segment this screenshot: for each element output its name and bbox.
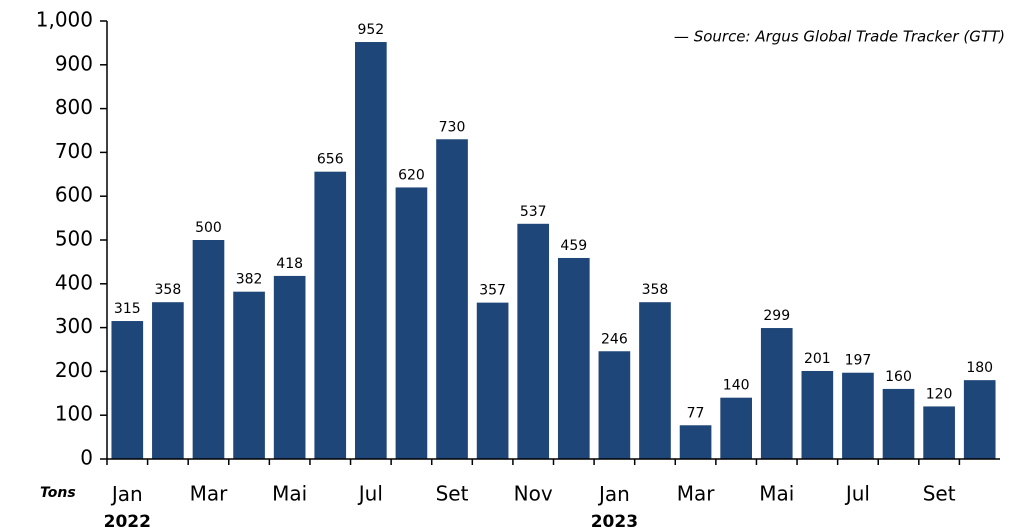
data-label: 500 [195,220,222,236]
data-label: 197 [845,353,872,369]
x-tick-label: Jan 2022 [104,482,151,532]
data-label: 358 [642,282,669,298]
bar [273,275,306,459]
data-label: 180 [966,360,993,376]
data-label: 77 [687,405,705,421]
data-label: 459 [560,238,587,254]
bar [923,406,955,459]
y-tick-label: 700 [55,139,93,163]
x-tick-label: Jan 2023 [591,482,638,532]
data-label: 357 [479,283,506,299]
bar [842,372,874,459]
data-label: 246 [601,331,628,347]
y-tick-label: 600 [55,183,93,207]
y-tick-label: 1,000 [36,8,93,32]
y-tick-label: 0 [80,446,93,470]
bar [233,291,265,459]
bar [314,171,347,459]
data-label: 537 [520,204,547,220]
data-label: 418 [276,256,303,272]
y-tick-label: 400 [55,270,93,294]
bar [801,370,834,459]
bar [395,187,428,459]
bar [882,388,915,459]
x-tick-label: Mai [272,482,307,506]
y-tick-label: 300 [55,314,93,338]
y-axis-label: Tons [40,485,76,501]
x-tick-label: Jul [357,482,383,506]
bar [760,328,793,459]
data-label: 382 [236,272,263,288]
y-tick-label: 100 [55,402,93,426]
data-label: 299 [763,308,790,324]
data-label: 730 [439,119,466,135]
bar [720,397,752,459]
bar [639,302,671,459]
data-label: 120 [926,386,953,402]
y-tick-label: 900 [55,51,93,75]
data-label: 315 [114,301,141,317]
bar [192,240,225,459]
x-tick-label: Mar [677,482,716,506]
y-tick-label: 200 [55,358,93,382]
bar [355,42,387,460]
data-label: 160 [885,369,912,385]
data-label: 620 [398,167,425,183]
bar [152,302,184,459]
y-tick-label: 500 [55,227,93,251]
data-label: 656 [317,152,344,168]
data-label: 201 [804,351,831,367]
bar [963,380,996,459]
bar [111,321,144,459]
data-label: 952 [357,22,384,38]
source-note: — Source: Argus Global Trade Tracker (GT… [674,28,1005,46]
bar [679,425,712,459]
x-tick-label: Set [436,482,469,506]
bar [436,139,468,459]
data-label: 358 [155,282,182,298]
bar [517,223,550,459]
data-label: 140 [723,378,750,394]
bar [476,302,509,459]
x-tick-label: Mai [759,482,794,506]
bar [557,257,590,459]
bar [598,351,631,459]
x-tick-label: Jul [844,482,870,506]
y-tick-label: 800 [55,95,93,119]
x-tick-label: Mar [190,482,229,506]
x-tick-label: Set [923,482,956,506]
x-tick-label: Nov [514,482,553,506]
